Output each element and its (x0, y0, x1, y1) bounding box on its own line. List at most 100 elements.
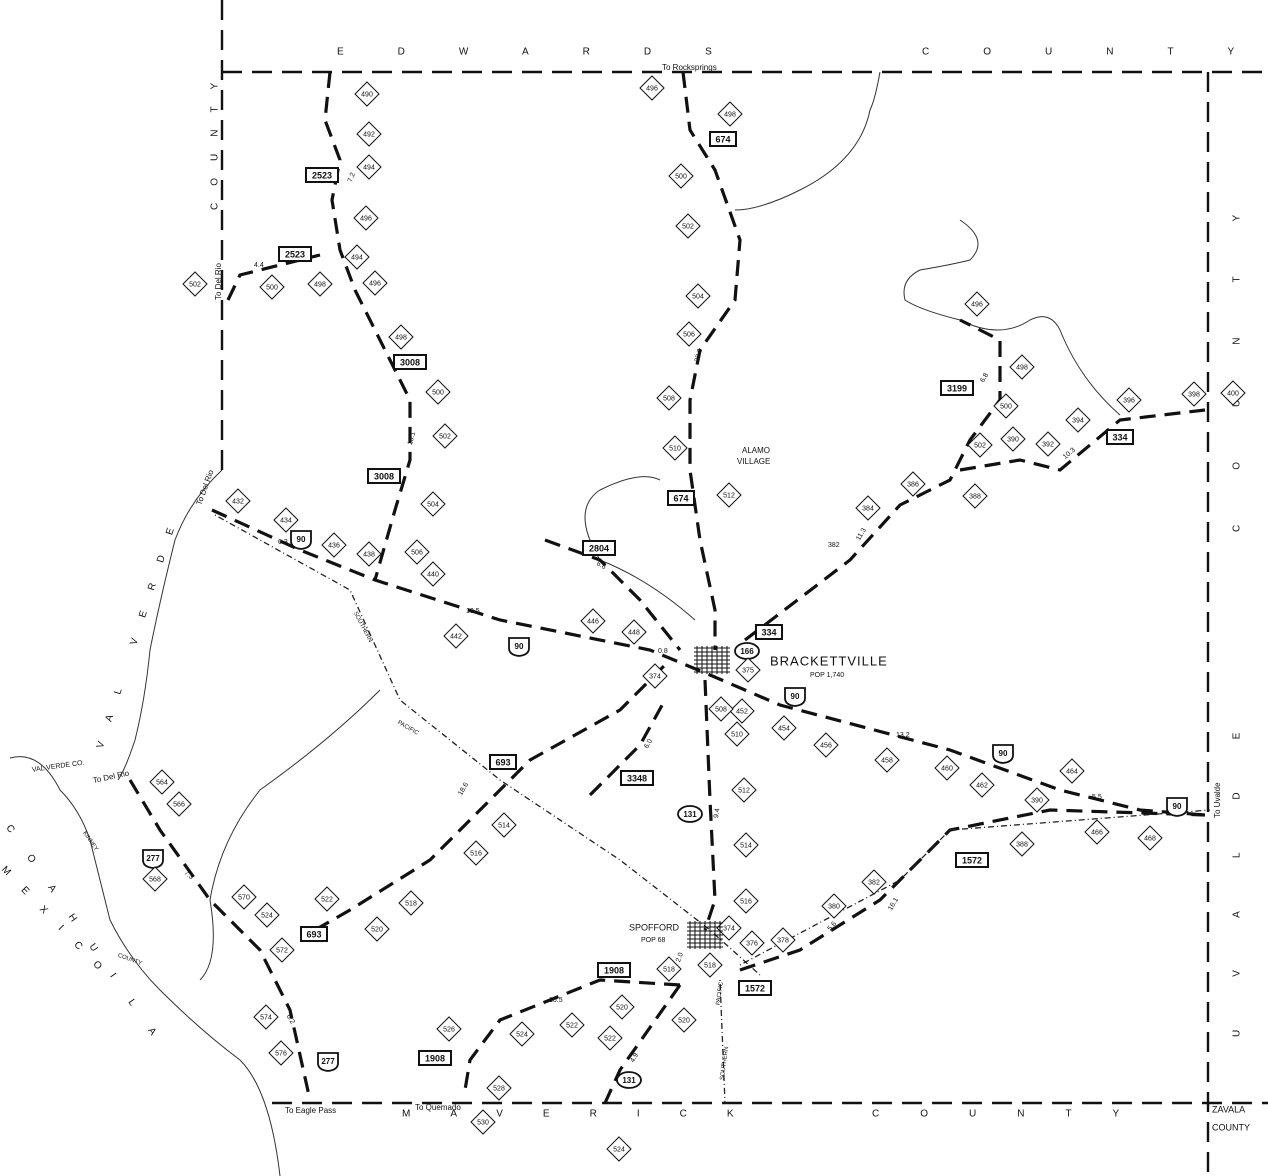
road (314, 658, 672, 932)
railroad-label: SOUTHERN (720, 1046, 731, 1080)
milepost-number: 454 (778, 725, 790, 732)
milepost-number: 520 (678, 1017, 690, 1024)
milepost-number: 490 (361, 91, 373, 98)
milepost-number: 494 (351, 254, 363, 261)
milepost-marker (344, 244, 370, 270)
route-shield (305, 167, 339, 183)
milepost-number: 434 (280, 517, 292, 524)
milepost-number: 386 (907, 481, 919, 488)
milepost-marker (356, 121, 382, 147)
milepost-marker (314, 886, 340, 912)
milepost-marker (597, 1025, 623, 1051)
milepost-number: 526 (443, 1026, 455, 1033)
milepost-marker (580, 608, 606, 634)
milepost-number: 464 (1066, 768, 1078, 775)
milepost-number: 512 (723, 492, 735, 499)
distance-label: 5.5 (1092, 794, 1102, 801)
road (128, 779, 312, 1101)
milepost-marker (559, 1012, 585, 1038)
milepost-number: 572 (276, 947, 288, 954)
road (463, 978, 681, 1091)
milepost-number: 466 (1091, 829, 1103, 836)
place-label: VILLAGE (737, 457, 770, 466)
milepost-marker (733, 832, 759, 858)
milepost-number: 498 (1016, 364, 1028, 371)
milepost-marker (362, 270, 388, 296)
milepost-marker (739, 930, 765, 956)
milepost-marker (253, 1004, 279, 1030)
milepost-marker (425, 379, 451, 405)
distance-label: 5.6 (827, 920, 839, 932)
milepost-marker (993, 393, 1019, 419)
milepost-marker (225, 488, 251, 514)
milepost-marker (398, 890, 424, 916)
milepost-number: 388 (969, 493, 981, 500)
milepost-number: 504 (427, 501, 439, 508)
milepost-marker (259, 274, 285, 300)
milepost-number: 514 (498, 822, 510, 829)
distance-label: 22.0 (694, 348, 704, 363)
place-label: BRACKETTVILLE (770, 653, 888, 668)
railroad (719, 979, 726, 1104)
milepost-marker (685, 283, 711, 309)
milepost-number: 574 (260, 1014, 272, 1021)
milepost-marker (821, 893, 847, 919)
route-shield (738, 980, 772, 996)
road (681, 71, 742, 650)
route-number: 90 (791, 692, 800, 701)
milepost-marker (656, 385, 682, 411)
us-shield (784, 687, 806, 707)
milepost-marker (855, 495, 881, 521)
distance-label: 6.3 (278, 539, 288, 546)
milepost-number: 502 (682, 223, 694, 230)
milepost-number: 384 (862, 505, 874, 512)
milepost-marker (606, 1136, 632, 1162)
milepost-marker (142, 866, 168, 892)
route-shield (300, 926, 328, 942)
milepost-marker (771, 715, 797, 741)
milepost-marker (443, 623, 469, 649)
milepost-number: 500 (1000, 403, 1012, 410)
milepost-marker (491, 812, 517, 838)
milepost-number: 456 (820, 742, 832, 749)
milepost-number: 452 (736, 708, 748, 715)
milepost-number: 440 (427, 571, 439, 578)
milepost-number: 512 (738, 787, 750, 794)
milepost-number: 564 (156, 779, 168, 786)
railroad (739, 809, 1211, 966)
milepost-marker (861, 869, 887, 895)
distance-label: 10.5 (466, 608, 480, 615)
direction-label: To Rocksprings (662, 63, 717, 72)
creek (584, 476, 696, 621)
milepost-number: 504 (692, 293, 704, 300)
milepost-number: 374 (649, 673, 661, 680)
milepost-number: 530 (477, 1119, 489, 1126)
county-label: COUNTY (922, 47, 1268, 58)
milepost-number: 498 (314, 281, 326, 288)
route-number: 166 (740, 647, 754, 656)
route-number: 674 (673, 493, 688, 503)
milepost-number: 492 (363, 131, 375, 138)
milepost-number: 496 (646, 85, 658, 92)
milepost-number: 502 (974, 442, 986, 449)
route-number: 90 (1173, 802, 1182, 811)
milepost-marker (717, 101, 743, 127)
milepost-marker (900, 471, 926, 497)
us-shield (1166, 797, 1188, 817)
direction-label: To Uvalde (1213, 782, 1222, 818)
milepost-marker (1065, 407, 1091, 433)
milepost-marker (432, 423, 458, 449)
milepost-marker (675, 213, 701, 239)
route-shield (940, 380, 974, 396)
milepost-number: 400 (1227, 390, 1239, 397)
milepost-number: 374 (723, 925, 735, 932)
county-label: COUNTY (872, 1109, 1160, 1120)
milepost-number: 566 (173, 801, 185, 808)
milepost-marker (1181, 381, 1207, 407)
milepost-number: 520 (616, 1004, 628, 1011)
milepost-marker (182, 271, 208, 297)
milepost-marker (463, 840, 489, 866)
milepost-number: 376 (746, 940, 758, 947)
milepost-number: 510 (669, 445, 681, 452)
milepost-number: 458 (881, 757, 893, 764)
